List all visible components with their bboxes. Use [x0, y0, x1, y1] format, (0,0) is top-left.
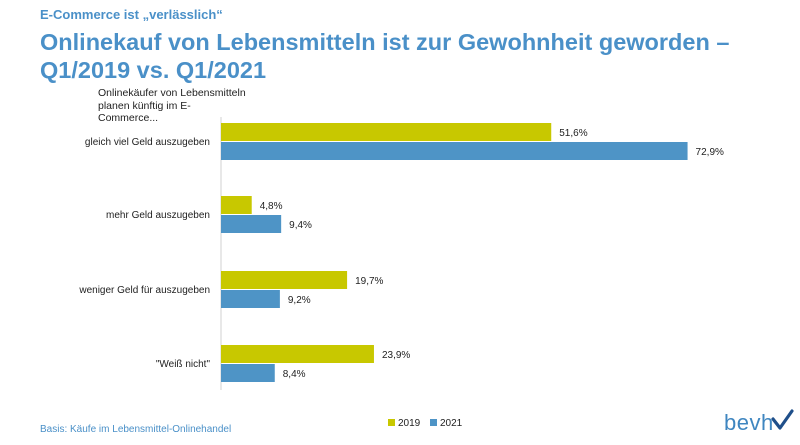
bar-2021: [221, 215, 282, 233]
bar-2019: [221, 271, 348, 289]
chart-question: Onlinekäufer von Lebensmitteln planen kü…: [98, 87, 246, 124]
legend-entry: 2019: [398, 418, 421, 429]
bar-2019: [221, 123, 552, 141]
category-label: "Weiß nicht": [156, 359, 211, 370]
data-label: 8,4%: [283, 369, 306, 380]
data-label: 51,6%: [559, 128, 587, 139]
bar-2021: [221, 290, 280, 308]
bar-2021: [221, 142, 688, 160]
page-title: Onlinekauf von Lebensmitteln ist zur Gew…: [40, 28, 780, 84]
bar-2019: [221, 345, 374, 363]
category-label: weniger Geld für auszugeben: [78, 285, 210, 296]
data-label: 9,2%: [288, 295, 311, 306]
data-label: 4,8%: [260, 201, 283, 212]
kicker-text: E-Commerce ist „verlässlich“: [40, 7, 223, 22]
title-line-1: Onlinekauf von Lebensmitteln ist zur Gew…: [40, 29, 730, 55]
legend-entry: 2021: [440, 418, 463, 429]
category-label: mehr Geld auszugeben: [106, 210, 210, 221]
title-line-2: Q1/2019 vs. Q1/2021: [40, 57, 267, 83]
data-label: 9,4%: [289, 220, 312, 231]
data-label: 23,9%: [382, 350, 410, 361]
legend-swatch-2021: [430, 419, 437, 426]
data-label: 19,7%: [355, 276, 383, 287]
bar-2021: [221, 364, 275, 382]
bevh-logo: bevh: [724, 410, 774, 435]
footnote-basis: Basis: Käufe im Lebensmittel-Onlinehande…: [40, 424, 232, 435]
legend-swatch-2019: [388, 419, 395, 426]
category-label: gleich viel Geld auszugeben: [85, 137, 210, 148]
checkmark-icon: [771, 409, 794, 430]
data-label: 72,9%: [696, 147, 724, 158]
bar-2019: [221, 196, 252, 214]
